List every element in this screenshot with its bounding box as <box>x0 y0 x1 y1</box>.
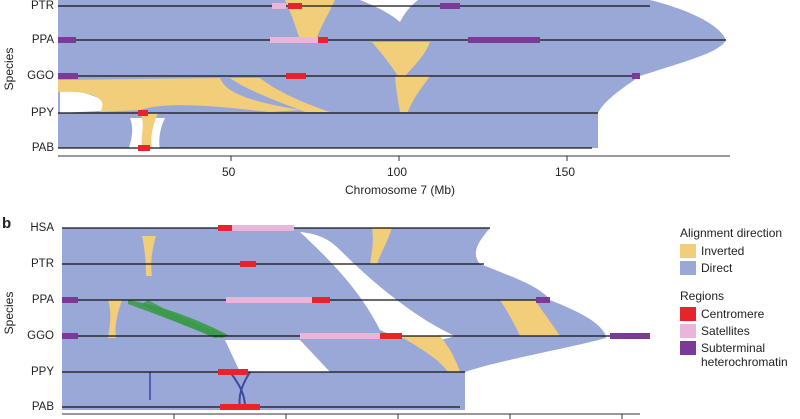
species-label-ggo-b: GGO <box>27 330 54 342</box>
species-label-ptr-b: PTR <box>31 258 54 270</box>
inverted-ribbon-a1 <box>58 78 300 112</box>
legend-direct-label: Direct <box>701 261 733 275</box>
x-tick-label-100: 100 <box>387 165 408 179</box>
centromere-ptr <box>288 3 302 9</box>
species-label-hsa-b: HSA <box>30 222 54 234</box>
satellites-ppa <box>270 37 318 43</box>
satellites-ptr <box>272 3 286 9</box>
satellites-ppa-b <box>226 297 312 303</box>
subterminal-ggo-b-right <box>610 333 650 339</box>
species-label-ppy-a: PPY <box>30 107 54 119</box>
satellites-ggo-b <box>300 333 380 339</box>
centromere-ggo-b <box>380 333 402 339</box>
legend-subterminal-label: Subterminal heterochromatin <box>701 341 788 369</box>
x-tick-label-150: 150 <box>555 165 576 179</box>
centromere-pab-b <box>220 404 260 410</box>
centromere-swatch <box>680 307 696 321</box>
species-label-pab-a: PAB <box>31 142 54 154</box>
direct-band-a <box>58 0 726 148</box>
inverted-ribbon-b1 <box>370 228 392 264</box>
centromere-ggo <box>286 73 306 79</box>
legend-satellites-label: Satellites <box>701 324 750 338</box>
panel-b-ribbons <box>62 228 606 410</box>
gap-b1 <box>300 232 455 341</box>
inverted-ribbon-a3 <box>395 76 430 112</box>
subterminal-ppa-left <box>58 37 76 43</box>
inverted-ribbon-b3 <box>142 236 156 276</box>
inverted-ribbon-b2 <box>500 300 560 336</box>
subterminal-ggo-left <box>58 73 78 79</box>
inverted-swatch <box>680 244 696 258</box>
subterminal-ptr <box>440 3 460 9</box>
satellites-hsa <box>232 225 294 231</box>
centromere-ppy <box>138 110 148 116</box>
legend-row-subterminal: Subterminal heterochromatin <box>680 341 798 369</box>
legend-alignment-title: Alignment direction <box>680 226 783 240</box>
subterminal-ggo-right <box>632 73 640 79</box>
satellites-swatch <box>680 324 696 338</box>
panel-b-x-axis <box>62 413 640 419</box>
panel-b-letter: b <box>2 215 12 232</box>
centromere-ppa <box>318 37 328 43</box>
legend-row-direct: Direct <box>680 261 798 275</box>
species-label-ppa-b: PPA <box>31 294 54 306</box>
panel-a-ribbons <box>58 0 726 150</box>
x-tick-label-50: 50 <box>222 165 236 179</box>
species-label-ptr-a: PTR <box>31 0 54 12</box>
panel-a-regions <box>58 3 640 151</box>
inverted-ribbon-a6 <box>230 78 330 112</box>
legend-row-inverted: Inverted <box>680 244 798 258</box>
species-label-ggo-a: GGO <box>27 70 54 82</box>
species-label-pab-b: PAB <box>31 401 54 413</box>
legend-inverted-label: Inverted <box>701 244 745 258</box>
inverted-ribbon-a5 <box>140 113 158 148</box>
legend-row-satellites: Satellites <box>680 324 798 338</box>
legend-row-centromere: Centromere <box>680 307 798 321</box>
subterminal-ppa-b-right <box>536 297 550 303</box>
legend: Alignment direction Inverted Direct Regi… <box>680 226 798 369</box>
centromere-ppy-b <box>218 369 248 375</box>
species-label-ppy-b: PPY <box>30 366 54 378</box>
centromere-ptr-b <box>240 261 256 267</box>
direct-swatch <box>680 261 696 275</box>
green-ribbon-2 <box>142 300 228 338</box>
inverted-ribbon-b5 <box>108 300 122 338</box>
subterminal-swatch <box>680 341 696 355</box>
subterminal-ggo-b-left <box>62 333 78 339</box>
panel-b-regions <box>62 225 650 410</box>
legend-centromere-label: Centromere <box>701 307 765 321</box>
subterminal-ppa-right <box>468 37 540 43</box>
inverted-ribbon-a4 <box>285 0 335 40</box>
inverted-ribbon-b4 <box>400 336 460 372</box>
legend-regions-title: Regions <box>680 289 725 303</box>
centromere-hsa <box>218 225 232 231</box>
direct-band-b <box>62 228 606 410</box>
y-axis-label-a: Species <box>2 47 16 91</box>
gap-b2 <box>225 340 330 372</box>
y-axis-label-b: Species <box>2 291 16 335</box>
x-axis-title-a: Chromosome 7 (Mb) <box>344 183 456 197</box>
centromere-ppa-b <box>312 297 330 303</box>
panel-a-x-axis <box>58 155 730 161</box>
subterminal-ppa-b-left <box>62 297 78 303</box>
centromere-pab <box>138 145 150 151</box>
species-label-ppa-a: PPA <box>31 34 54 46</box>
inverted-ribbon-a2 <box>372 42 430 76</box>
